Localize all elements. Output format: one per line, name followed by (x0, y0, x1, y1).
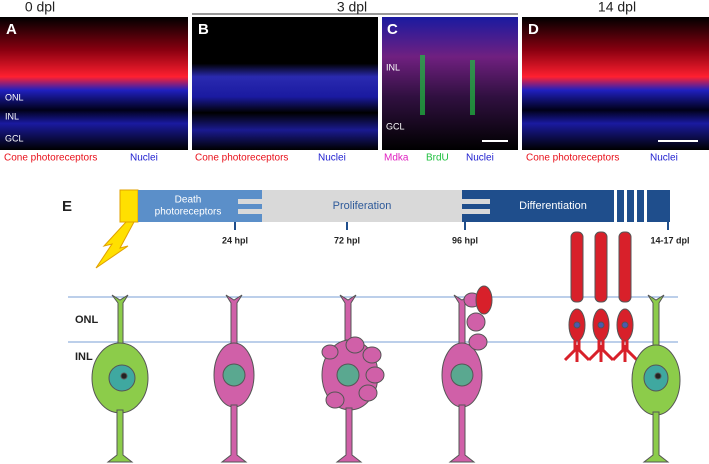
stripe (634, 190, 637, 222)
layer-label: ONL (5, 92, 24, 102)
cone-photoreceptors (563, 231, 639, 362)
muller-glia (91, 294, 149, 463)
layer-label: GCL (5, 133, 24, 143)
stripe (462, 209, 490, 214)
caption: BrdU (426, 153, 449, 164)
time-header: 0 dpl (25, 0, 55, 15)
migrating-cells (441, 285, 493, 463)
caption: Nuclei (650, 153, 678, 164)
stripe (614, 190, 617, 222)
caption: Mdka (384, 153, 409, 164)
stripe (238, 199, 262, 204)
caption: Nuclei (130, 153, 158, 164)
micrograph (0, 17, 188, 150)
phase-label: photoreceptors (155, 207, 222, 218)
panel-letter: A (6, 21, 17, 38)
stain (420, 55, 425, 115)
stripe (624, 190, 627, 222)
phase-label: Differentiation (519, 200, 587, 212)
muller-glia (631, 294, 681, 463)
panel-letter: E (62, 198, 72, 215)
micrograph (522, 17, 709, 150)
panel-letter: B (198, 21, 209, 38)
panel-letter: C (387, 21, 398, 38)
lesion-marker (119, 189, 139, 223)
stripe (644, 190, 647, 222)
panel-letter: D (528, 21, 539, 38)
phase-bar (262, 190, 462, 222)
phase-label: Death (175, 195, 202, 206)
timepoint: 72 hpl (334, 235, 360, 245)
layer-label: INL (386, 62, 400, 72)
layer-label: GCL (386, 121, 405, 131)
caption: Nuclei (318, 153, 346, 164)
phase-bar (138, 190, 262, 222)
caption: Nuclei (466, 153, 494, 164)
layer-label: INL (5, 111, 19, 121)
reprogrammed-glia (213, 294, 255, 463)
time-header: 3 dpl (337, 0, 367, 15)
micrograph (192, 17, 378, 150)
caption: Cone photoreceptors (4, 153, 97, 164)
caption: Cone photoreceptors (526, 153, 619, 164)
timepoint: 96 hpl (452, 235, 478, 245)
phase-label: Proliferation (333, 200, 392, 212)
time-header: 14 dpl (598, 0, 636, 15)
timepoint: 24 hpl (222, 235, 248, 245)
stripe (462, 199, 490, 204)
stain (470, 60, 475, 115)
layer-label: INL (75, 351, 93, 363)
caption: Cone photoreceptors (195, 153, 288, 164)
layer-label: ONL (75, 314, 99, 326)
timepoint: 14-17 dpl (650, 235, 689, 245)
micrograph (382, 17, 518, 150)
stripe (238, 209, 262, 214)
proliferating-cluster (321, 294, 385, 463)
lightning (95, 221, 135, 269)
